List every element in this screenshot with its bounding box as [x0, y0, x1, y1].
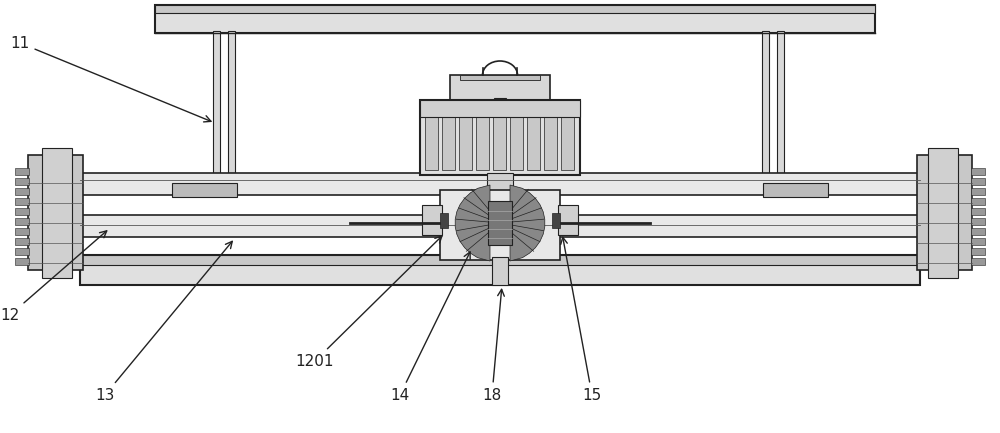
- Bar: [487, 173, 513, 195]
- Bar: [459, 105, 472, 170]
- Bar: [420, 100, 580, 175]
- Bar: [15, 168, 29, 175]
- Text: 13: 13: [95, 241, 232, 403]
- Bar: [917, 155, 972, 270]
- Bar: [15, 248, 29, 255]
- Bar: [971, 208, 985, 215]
- Bar: [80, 255, 920, 285]
- Bar: [15, 208, 29, 215]
- Bar: [971, 168, 985, 175]
- Bar: [15, 228, 29, 235]
- Bar: [15, 188, 29, 195]
- Bar: [155, 5, 875, 13]
- Bar: [155, 5, 875, 33]
- Bar: [80, 255, 920, 265]
- Bar: [476, 105, 489, 170]
- Bar: [971, 198, 985, 205]
- Bar: [928, 148, 958, 278]
- Bar: [488, 201, 512, 245]
- Bar: [15, 238, 29, 245]
- Bar: [15, 258, 29, 265]
- Bar: [15, 198, 29, 205]
- Bar: [494, 98, 506, 175]
- Bar: [971, 188, 985, 195]
- Bar: [450, 75, 550, 100]
- Text: 12: 12: [0, 231, 107, 323]
- Bar: [440, 213, 448, 228]
- Text: 18: 18: [482, 289, 504, 403]
- Text: 1201: 1201: [296, 236, 442, 368]
- Bar: [558, 205, 578, 235]
- Bar: [561, 105, 574, 170]
- Bar: [228, 31, 235, 173]
- Bar: [460, 75, 540, 80]
- Bar: [971, 228, 985, 235]
- Bar: [15, 218, 29, 225]
- Bar: [971, 248, 985, 255]
- Bar: [80, 215, 920, 237]
- Polygon shape: [510, 185, 545, 261]
- Polygon shape: [455, 185, 490, 261]
- Bar: [762, 31, 769, 173]
- Bar: [510, 105, 523, 170]
- Bar: [28, 155, 83, 270]
- Bar: [420, 100, 580, 117]
- Bar: [172, 183, 237, 197]
- Bar: [527, 105, 540, 170]
- Text: 11: 11: [10, 36, 211, 122]
- Bar: [492, 257, 508, 285]
- Bar: [422, 205, 442, 235]
- Text: 15: 15: [561, 237, 602, 403]
- Bar: [971, 258, 985, 265]
- Bar: [971, 218, 985, 225]
- Bar: [42, 148, 72, 278]
- Bar: [552, 213, 560, 228]
- Bar: [15, 178, 29, 185]
- Bar: [442, 105, 455, 170]
- Bar: [425, 105, 438, 170]
- Bar: [971, 238, 985, 245]
- Bar: [763, 183, 828, 197]
- Bar: [440, 190, 560, 260]
- Text: 14: 14: [390, 252, 470, 403]
- Bar: [213, 31, 220, 173]
- Bar: [777, 31, 784, 173]
- Bar: [493, 105, 506, 170]
- Bar: [971, 178, 985, 185]
- Bar: [544, 105, 557, 170]
- Bar: [80, 173, 920, 195]
